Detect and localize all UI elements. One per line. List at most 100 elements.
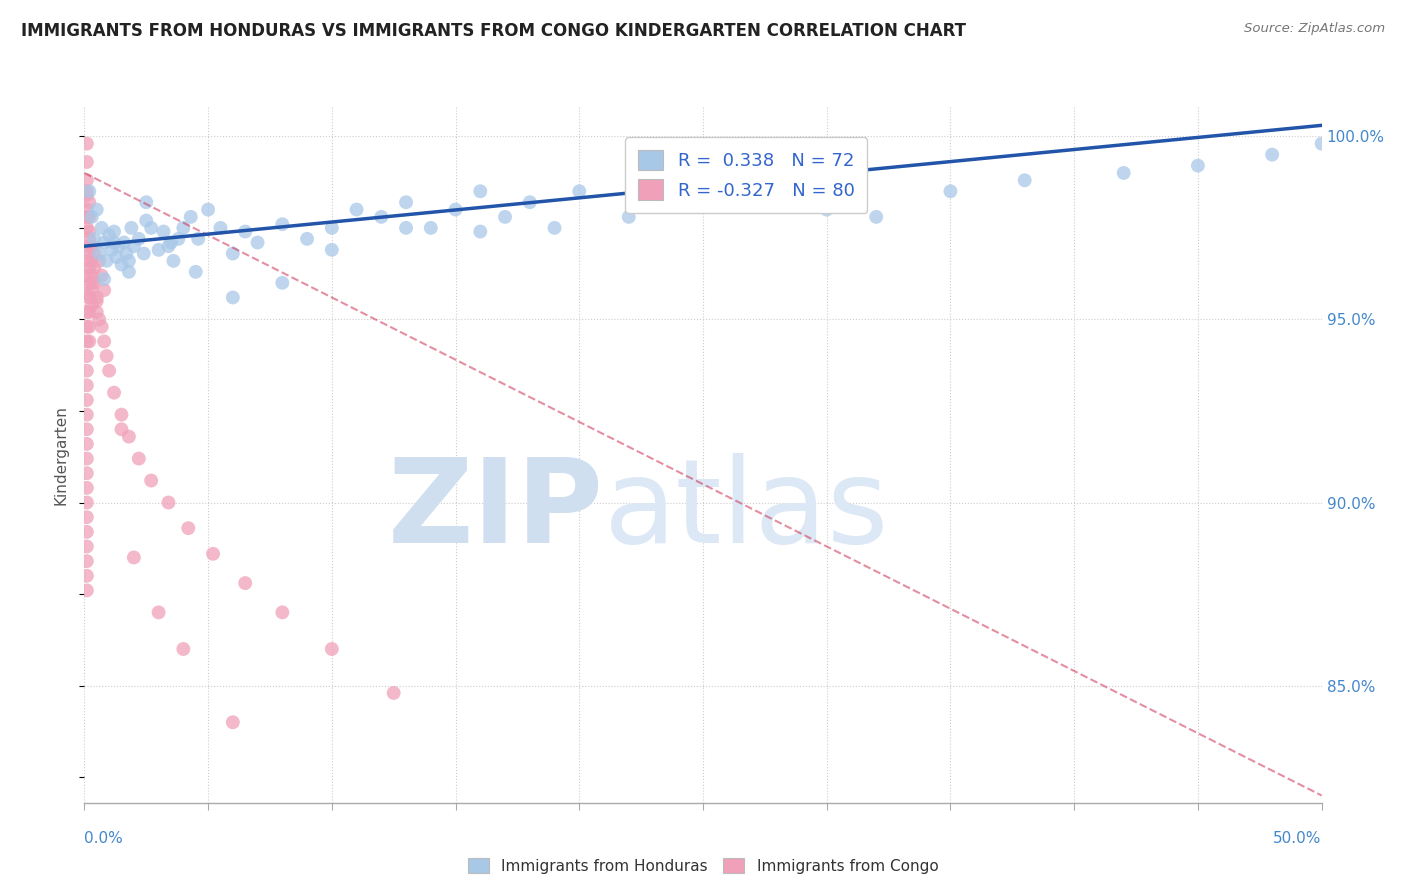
Text: atlas: atlas (605, 453, 890, 568)
Point (543, 220, 565, 235)
Point (76, 253, 98, 268)
Point (76, 268, 98, 283)
Point (76, 188, 98, 202)
Text: IMMIGRANTS FROM HONDURAS VS IMMIGRANTS FROM CONGO KINDERGARTEN CORRELATION CHART: IMMIGRANTS FROM HONDURAS VS IMMIGRANTS F… (21, 22, 966, 40)
Point (80, 239, 103, 253)
Point (76, 392, 98, 407)
Point (617, 210, 640, 224)
Point (271, 606, 294, 620)
Point (79, 305, 101, 319)
Point (79, 290, 101, 304)
Point (79, 232, 101, 246)
Point (79, 225, 101, 239)
Point (80, 298, 103, 312)
Point (110, 258, 132, 272)
Point (103, 235, 125, 250)
Point (90, 268, 112, 283)
Point (76, 210, 98, 224)
Point (79, 261, 101, 276)
Legend: R =  0.338   N = 72, R = -0.327   N = 80: R = 0.338 N = 72, R = -0.327 N = 80 (626, 137, 868, 213)
Point (321, 642, 343, 657)
Point (271, 217, 294, 231)
Point (76, 319, 98, 334)
Point (157, 495, 180, 509)
Point (76, 220, 98, 235)
Point (98, 228, 121, 243)
Point (76, 510, 98, 524)
Point (76, 239, 98, 253)
Point (222, 715, 245, 730)
Point (79, 319, 101, 334)
Point (187, 232, 209, 246)
Point (939, 184, 962, 198)
Point (89, 312, 111, 326)
Point (86, 305, 108, 319)
Point (160, 235, 183, 250)
Point (167, 232, 190, 246)
Legend: Immigrants from Honduras, Immigrants from Congo: Immigrants from Honduras, Immigrants fro… (461, 852, 945, 880)
Point (110, 408, 132, 422)
Point (395, 220, 418, 235)
Point (76, 155, 98, 169)
Point (108, 239, 131, 253)
Point (470, 184, 492, 198)
Point (76, 202, 98, 217)
Point (118, 253, 141, 268)
Point (118, 265, 141, 279)
Point (83, 261, 105, 276)
Point (246, 235, 269, 250)
Point (76, 286, 98, 301)
Point (222, 290, 245, 304)
Point (76, 481, 98, 495)
Point (83, 276, 105, 290)
Point (83, 232, 105, 246)
Point (152, 225, 174, 239)
Point (1187, 159, 1209, 173)
Point (76, 334, 98, 349)
Point (83, 246, 105, 260)
Point (172, 220, 194, 235)
Point (76, 540, 98, 554)
Point (105, 250, 128, 264)
Point (128, 232, 150, 246)
Point (717, 184, 740, 198)
Point (79, 246, 101, 260)
Point (233, 225, 256, 239)
Point (79, 195, 101, 210)
Point (470, 225, 492, 239)
Point (666, 195, 689, 210)
Point (93, 334, 115, 349)
Point (80, 268, 103, 283)
Point (76, 437, 98, 451)
Point (76, 378, 98, 392)
Point (76, 568, 98, 582)
Point (209, 220, 232, 235)
Point (93, 235, 115, 250)
Point (76, 467, 98, 481)
Point (1112, 166, 1135, 180)
Point (80, 276, 103, 290)
Point (86, 202, 108, 217)
Point (112, 235, 135, 250)
Point (76, 173, 98, 187)
Point (321, 243, 343, 257)
Point (1014, 173, 1036, 187)
Y-axis label: Kindergarten: Kindergarten (53, 405, 69, 505)
Point (120, 220, 142, 235)
Text: 50.0%: 50.0% (1274, 830, 1322, 846)
Point (157, 239, 180, 253)
Point (80, 283, 103, 297)
Point (1261, 147, 1284, 161)
Point (103, 225, 125, 239)
Point (76, 136, 98, 151)
Point (76, 554, 98, 568)
Point (79, 210, 101, 224)
Point (370, 210, 392, 224)
Point (141, 474, 163, 488)
Point (162, 253, 184, 268)
Point (115, 246, 138, 260)
Point (76, 495, 98, 509)
Point (93, 283, 115, 297)
Point (76, 451, 98, 466)
Point (96, 349, 118, 363)
